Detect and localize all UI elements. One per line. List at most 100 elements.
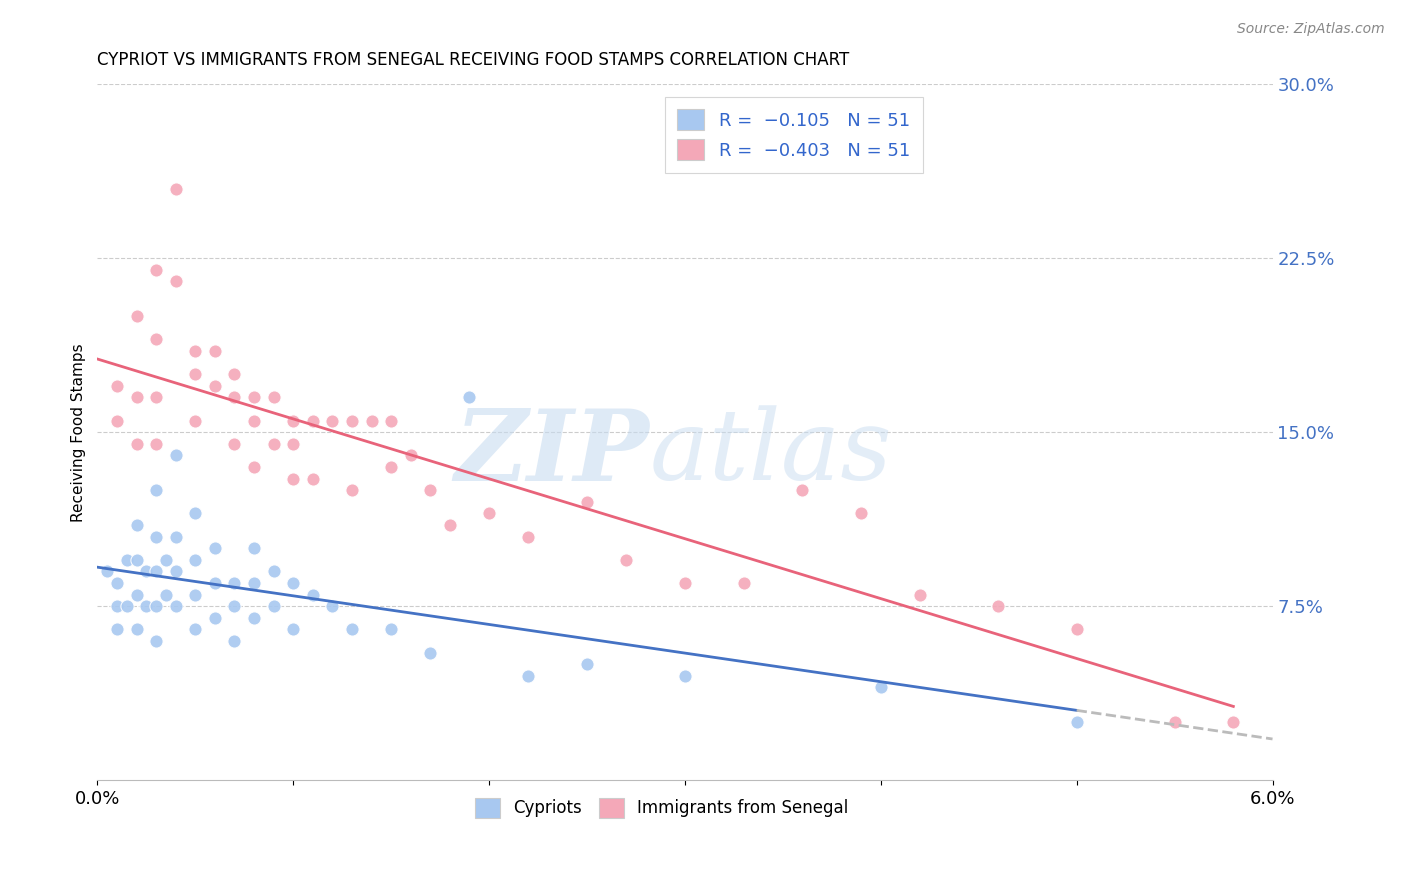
Point bbox=[145, 391, 167, 405]
Point bbox=[517, 530, 540, 544]
Point bbox=[115, 599, 138, 614]
Point bbox=[145, 634, 167, 648]
Text: Source: ZipAtlas.com: Source: ZipAtlas.com bbox=[1237, 22, 1385, 37]
Text: ZIP: ZIP bbox=[454, 405, 650, 501]
Text: atlas: atlas bbox=[650, 406, 893, 500]
Point bbox=[204, 343, 226, 358]
Point bbox=[204, 611, 226, 625]
Point bbox=[184, 368, 207, 382]
Point bbox=[224, 391, 246, 405]
Point bbox=[321, 599, 343, 614]
Point bbox=[184, 553, 207, 567]
Point bbox=[1163, 715, 1185, 730]
Point bbox=[184, 414, 207, 428]
Point bbox=[184, 343, 207, 358]
Point bbox=[155, 553, 177, 567]
Point bbox=[145, 437, 167, 451]
Point bbox=[165, 449, 187, 463]
Point bbox=[301, 588, 323, 602]
Y-axis label: Receiving Food Stamps: Receiving Food Stamps bbox=[72, 343, 86, 522]
Point bbox=[165, 599, 187, 614]
Point bbox=[439, 518, 461, 533]
Point bbox=[125, 437, 148, 451]
Point bbox=[105, 576, 128, 591]
Point bbox=[125, 518, 148, 533]
Point bbox=[614, 553, 637, 567]
Point bbox=[517, 669, 540, 683]
Point bbox=[145, 332, 167, 346]
Point bbox=[105, 599, 128, 614]
Point bbox=[145, 483, 167, 498]
Point bbox=[145, 530, 167, 544]
Point bbox=[155, 588, 177, 602]
Point bbox=[263, 599, 285, 614]
Point bbox=[125, 623, 148, 637]
Point bbox=[301, 472, 323, 486]
Point bbox=[733, 576, 755, 591]
Point bbox=[125, 309, 148, 323]
Point bbox=[115, 553, 138, 567]
Point bbox=[340, 623, 363, 637]
Point bbox=[96, 565, 118, 579]
Point bbox=[478, 507, 501, 521]
Point bbox=[263, 437, 285, 451]
Point bbox=[851, 507, 873, 521]
Point bbox=[792, 483, 814, 498]
Point bbox=[673, 576, 696, 591]
Point bbox=[1066, 623, 1088, 637]
Point bbox=[283, 437, 305, 451]
Point bbox=[224, 368, 246, 382]
Point bbox=[1222, 715, 1244, 730]
Point bbox=[184, 507, 207, 521]
Point bbox=[243, 460, 266, 475]
Point bbox=[204, 541, 226, 556]
Point bbox=[458, 391, 481, 405]
Point bbox=[243, 541, 266, 556]
Point bbox=[987, 599, 1010, 614]
Point bbox=[576, 495, 599, 509]
Point bbox=[263, 565, 285, 579]
Point bbox=[243, 576, 266, 591]
Point bbox=[105, 623, 128, 637]
Point bbox=[125, 391, 148, 405]
Point bbox=[869, 681, 891, 695]
Point bbox=[224, 599, 246, 614]
Point bbox=[165, 565, 187, 579]
Point bbox=[105, 379, 128, 393]
Point bbox=[165, 274, 187, 288]
Point bbox=[184, 588, 207, 602]
Point bbox=[243, 414, 266, 428]
Point bbox=[105, 414, 128, 428]
Point bbox=[380, 460, 402, 475]
Point bbox=[321, 414, 343, 428]
Point bbox=[908, 588, 931, 602]
Text: CYPRIOT VS IMMIGRANTS FROM SENEGAL RECEIVING FOOD STAMPS CORRELATION CHART: CYPRIOT VS IMMIGRANTS FROM SENEGAL RECEI… bbox=[97, 51, 849, 69]
Point bbox=[165, 181, 187, 195]
Point bbox=[135, 599, 157, 614]
Point bbox=[380, 414, 402, 428]
Point bbox=[224, 634, 246, 648]
Point bbox=[145, 565, 167, 579]
Point bbox=[380, 623, 402, 637]
Point bbox=[125, 553, 148, 567]
Point bbox=[419, 646, 441, 660]
Point bbox=[283, 576, 305, 591]
Point bbox=[165, 530, 187, 544]
Point bbox=[135, 565, 157, 579]
Point bbox=[224, 437, 246, 451]
Point bbox=[145, 599, 167, 614]
Point bbox=[283, 472, 305, 486]
Point bbox=[673, 669, 696, 683]
Point bbox=[204, 379, 226, 393]
Point bbox=[145, 262, 167, 277]
Point bbox=[576, 657, 599, 672]
Point bbox=[283, 414, 305, 428]
Point bbox=[283, 623, 305, 637]
Point bbox=[340, 414, 363, 428]
Point bbox=[399, 449, 422, 463]
Point bbox=[125, 588, 148, 602]
Point bbox=[243, 611, 266, 625]
Point bbox=[184, 623, 207, 637]
Point bbox=[243, 391, 266, 405]
Point bbox=[360, 414, 382, 428]
